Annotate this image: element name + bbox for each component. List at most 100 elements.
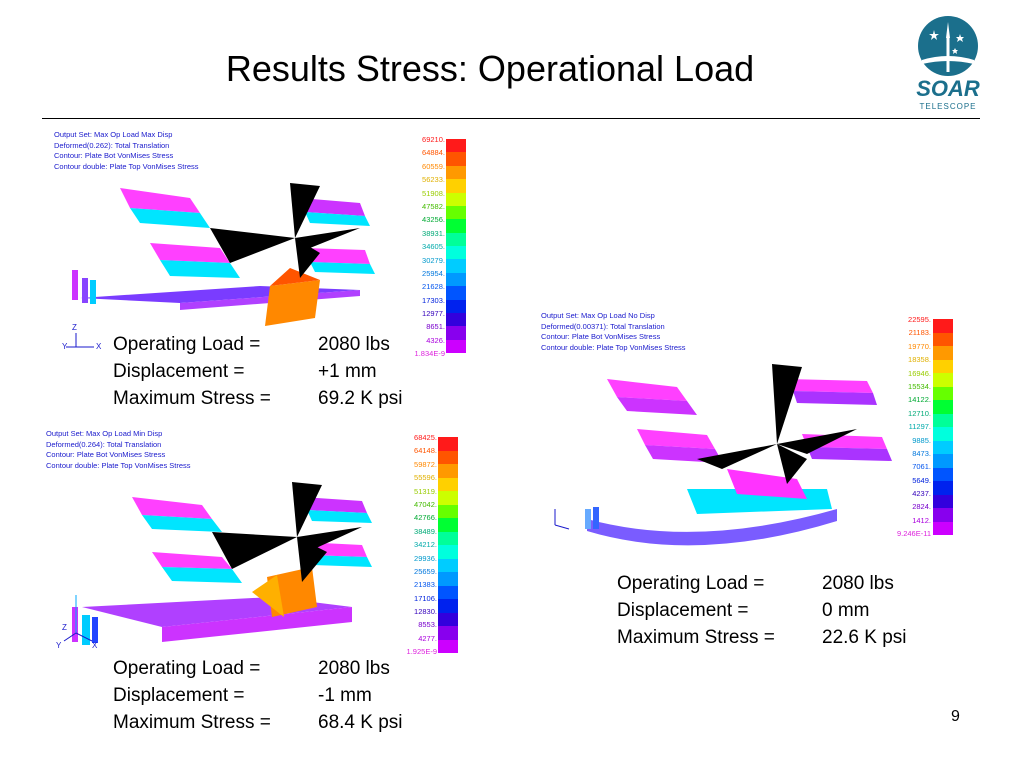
- plot-info-line: Output Set: Max Op Load Min Disp: [46, 429, 163, 438]
- caption-row: Operating Load = 2080 lbs: [113, 331, 403, 358]
- caption-value: 2080 lbs: [318, 658, 390, 679]
- scale-label: 22595.: [908, 315, 931, 324]
- scale-swatch: [438, 639, 458, 653]
- scale-swatch: [438, 464, 458, 478]
- axis-z-label: Z: [62, 623, 67, 632]
- scale-label: 60559.: [422, 161, 445, 171]
- scale-label: 9885.: [912, 435, 931, 445]
- scale-swatch: [438, 612, 458, 626]
- caption-row: Displacement = 0 mm: [617, 597, 907, 624]
- fea-mesh-render: [72, 183, 375, 326]
- scale-label: 69210.: [422, 135, 445, 144]
- scale-swatch: [446, 339, 466, 353]
- scale-swatch: [438, 572, 458, 586]
- scale-swatch: [933, 440, 953, 454]
- caption-value: 2080 lbs: [318, 334, 390, 355]
- scale-label: 47582.: [422, 201, 445, 211]
- scale-label: 8553.: [418, 620, 437, 630]
- scale-swatch: [438, 585, 458, 599]
- axis-x-label: X: [96, 342, 102, 351]
- color-scale-labels: 68425. 64148. 59872. 55596. 51319. 47042. 4276…: [397, 431, 437, 659]
- caption-row: Maximum Stress = 69.2 K psi: [113, 385, 403, 412]
- scale-label: 64148.: [414, 446, 437, 456]
- plot-info-line: Deformed(0.264): Total Translation: [46, 439, 162, 449]
- scale-label: 18358.: [908, 355, 931, 365]
- scale-swatch: [438, 491, 458, 505]
- scale-label: 47042.: [414, 499, 437, 509]
- scale-label: 17106.: [414, 593, 437, 603]
- caption-label: Displacement =: [113, 685, 245, 706]
- scale-label: 8651.: [426, 322, 445, 332]
- plot-info-line: Contour: Plate Bot VonMises Stress: [541, 332, 661, 341]
- caption-label: Operating Load =: [617, 573, 765, 594]
- scale-swatch: [933, 386, 953, 400]
- scale-swatch: [446, 192, 466, 206]
- scale-swatch: [933, 494, 953, 508]
- axis-triad: Z Y X: [56, 593, 106, 653]
- scale-label: 1.834E-9: [414, 349, 445, 359]
- scale-swatch: [446, 165, 466, 180]
- caption-value: 2080 lbs: [822, 573, 894, 594]
- scale-label: 12710.: [908, 408, 931, 418]
- scale-swatch: [446, 259, 466, 273]
- scale-swatch: [933, 346, 953, 360]
- scale-swatch: [933, 521, 953, 535]
- scale-swatch: [446, 219, 466, 233]
- scale-swatch: [446, 179, 466, 193]
- scale-label: 21628.: [422, 282, 445, 292]
- plot-info-line: Deformed(0.00371): Total Translation: [541, 321, 665, 331]
- scale-label: 25954.: [422, 268, 445, 278]
- axis-y-label: Y: [56, 641, 62, 650]
- scale-label: 4237.: [912, 489, 931, 499]
- caption-value: 0 mm: [822, 600, 870, 621]
- scale-swatch: [438, 518, 458, 532]
- scale-label: 43256.: [422, 215, 445, 225]
- axis-triad-icon: [554, 509, 570, 530]
- scale-label: 30279.: [422, 255, 445, 265]
- plot-info-line: Contour: Plate Bot VonMises Stress: [46, 450, 166, 459]
- caption-label: Displacement =: [113, 361, 245, 382]
- plot-info: Output Set: Max Op Load No Disp Deformed…: [541, 311, 686, 353]
- scale-swatch: [438, 599, 458, 613]
- stress-plot-max-disp: Output Set: Max Op Load Max Disp Deforme…: [50, 128, 480, 378]
- scale-swatch: [446, 272, 466, 287]
- caption-row: Maximum Stress = 68.4 K psi: [113, 709, 403, 736]
- plot-info-line: Contour: Plate Bot VonMises Stress: [54, 151, 174, 160]
- scale-label: 16946.: [908, 368, 931, 378]
- caption-label: Maximum Stress =: [617, 627, 775, 648]
- scale-swatch: [438, 531, 458, 545]
- scale-swatch: [933, 427, 953, 441]
- caption-no-disp: Operating Load = 2080 lbs Displacement = 0…: [617, 570, 907, 651]
- scale-label: 21183.: [908, 328, 931, 338]
- plot-info-line: Contour double: Plate Top VonMises Stres…: [541, 342, 686, 352]
- scale-swatch: [446, 286, 466, 300]
- color-scale-bar: [933, 319, 953, 535]
- caption-label: Displacement =: [617, 600, 749, 621]
- scale-label: 17303.: [422, 295, 445, 305]
- caption-max-disp: Operating Load = 2080 lbs Displacement = +…: [113, 331, 403, 412]
- scale-label: 12830.: [414, 607, 437, 617]
- scale-label: 55596.: [414, 473, 437, 483]
- plot-info-line: Contour double: Plate Top VonMises Stres…: [46, 460, 191, 470]
- scale-swatch: [933, 359, 953, 373]
- caption-value: 68.4 K psi: [318, 712, 403, 733]
- scale-label: 64884.: [422, 148, 445, 158]
- caption-value: 69.2 K psi: [318, 388, 403, 409]
- scale-label: 68425.: [414, 433, 437, 442]
- scale-swatch: [446, 152, 466, 166]
- scale-swatch: [446, 326, 466, 340]
- caption-value: 22.6 K psi: [822, 627, 907, 648]
- axis-y-label: Y: [62, 342, 68, 351]
- scale-label: 8473.: [912, 448, 931, 458]
- scale-label: 4326.: [426, 335, 445, 345]
- soar-telescope-logo: SOAR TELESCOPE: [912, 14, 984, 114]
- axis-z-label: Z: [72, 323, 77, 332]
- page-number: 9: [951, 708, 960, 725]
- caption-value: +1 mm: [318, 361, 377, 382]
- scale-label: 21383.: [414, 580, 437, 590]
- telescope-emblem-icon: [918, 16, 978, 76]
- caption-min-disp: Operating Load = 2080 lbs Displacement = -…: [113, 655, 403, 736]
- scale-label: 4277.: [418, 633, 437, 643]
- color-scale-bar: [438, 437, 458, 653]
- axis-triad-icon: [66, 333, 94, 348]
